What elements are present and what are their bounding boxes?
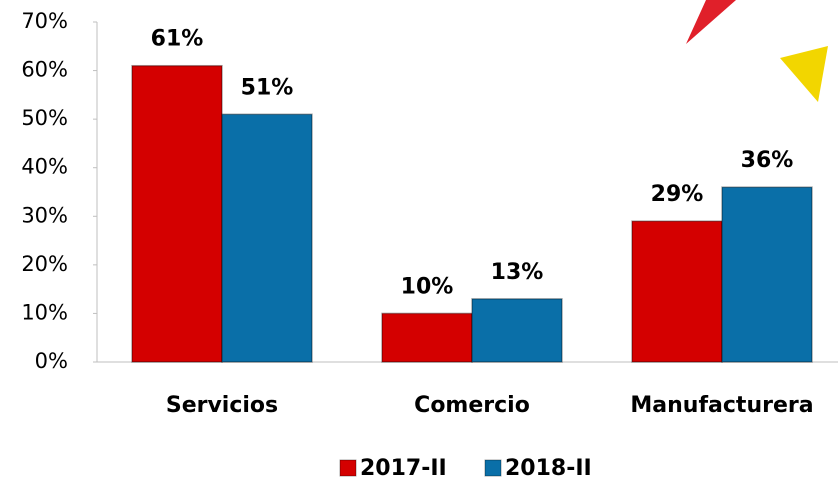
y-tick-label: 30% (21, 203, 68, 227)
bar (132, 66, 222, 362)
value-label: 10% (401, 274, 454, 299)
bar (722, 187, 812, 362)
decoration (780, 46, 828, 102)
bar (632, 221, 722, 362)
chart: 0% 10% 20% 30% 40% 50% 60% 70% Servicios 61% 51% Co… (0, 0, 838, 492)
value-label: 29% (651, 182, 704, 207)
y-tick-label: 40% (21, 155, 68, 179)
legend-swatch (340, 460, 356, 476)
y-tick-label: 0% (35, 349, 68, 373)
decoration (686, 0, 736, 44)
y-tick-label: 50% (21, 106, 68, 130)
y-tick-label: 20% (21, 252, 68, 276)
x-tick-label: Servicios (166, 393, 278, 418)
bar (472, 299, 562, 362)
value-label: 61% (151, 27, 204, 52)
y-tick-label: 60% (21, 58, 68, 82)
x-tick-label: Manufacturera (630, 393, 813, 418)
y-tick-label: 70% (21, 9, 68, 33)
legend-swatch (485, 460, 501, 476)
value-label: 36% (741, 148, 794, 173)
bar (382, 313, 472, 362)
y-tick-label: 10% (21, 300, 68, 324)
value-label: 51% (241, 75, 294, 100)
bar (222, 114, 312, 362)
value-label: 13% (491, 260, 544, 285)
legend-label: 2017-II (360, 456, 447, 481)
legend-label: 2018-II (505, 456, 592, 481)
x-tick-label: Comercio (414, 393, 530, 418)
